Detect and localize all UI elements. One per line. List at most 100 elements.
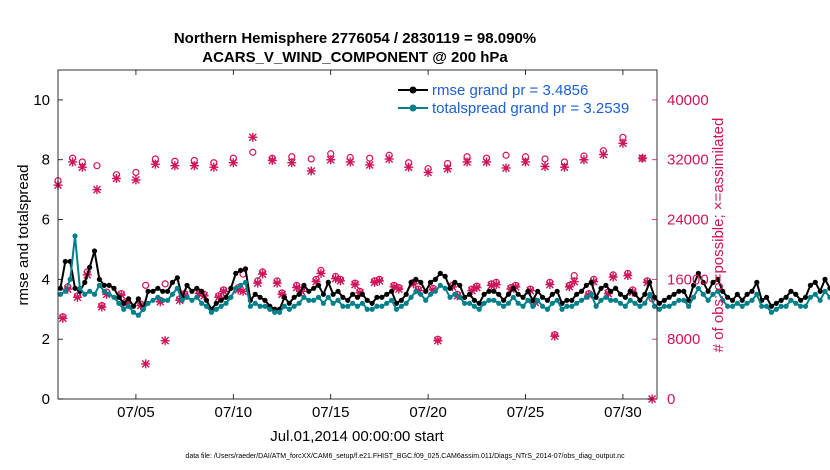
series-point-totalspread [126,303,132,309]
series-point-rmse [388,288,395,294]
right-y-tick-label: 8000 [667,331,700,348]
series-point-rmse [632,291,638,297]
series-point-rmse [413,276,419,282]
series-point-rmse [238,267,244,273]
series-point-totalspread [617,300,624,306]
series-point-rmse [471,297,477,303]
obs-assimilated-marker [365,160,375,170]
series-point-totalspread [608,297,614,303]
obs-assimilated-marker [150,159,160,169]
series-point-rmse [554,288,560,294]
series-point-totalspread [666,303,672,309]
series-point-totalspread [291,303,297,309]
obs-assimilated-marker [131,175,141,185]
series-point-totalspread [725,303,731,309]
series-point-totalspread [194,294,200,300]
series-point-rmse [486,288,492,294]
series-point-totalspread [676,297,682,303]
series-point-totalspread [174,285,180,291]
series-point-rmse [788,288,794,294]
x-tick-label: 07/15 [312,404,350,421]
series-point-totalspread [744,300,750,306]
obs-assimilated-marker [540,161,550,171]
series-point-rmse [301,282,307,288]
series-point-rmse [315,282,322,288]
obs-assimilated-marker [482,157,492,167]
series-point-rmse [647,279,653,285]
series-point-totalspread [739,303,745,309]
obs-assimilated-marker [141,359,151,369]
series-point-totalspread [179,297,185,303]
obs-assimilated-marker [443,164,453,174]
series-point-rmse [213,300,219,306]
series-point-rmse [749,288,755,294]
series-point-rmse [656,300,663,306]
series-point-totalspread [637,303,643,309]
series-point-rmse [783,294,789,300]
series-point-totalspread [350,300,356,306]
series-point-totalspread [315,294,322,300]
series-point-totalspread [150,297,156,303]
obs-assimilated-marker [374,276,384,286]
series-point-totalspread [67,276,73,282]
series-point-rmse [539,294,546,300]
series-point-totalspread [505,300,512,306]
series-point-totalspread [242,279,249,285]
series-point-totalspread [564,303,570,309]
series-point-rmse [778,297,784,303]
series-point-totalspread [189,297,195,303]
series-point-rmse [62,258,68,265]
series-point-totalspread [247,303,253,309]
series-point-totalspread [238,282,244,288]
series-point-rmse [520,294,526,300]
series-point-totalspread [642,300,648,306]
series-point-totalspread [106,291,112,297]
series-point-rmse [296,291,302,297]
series-point-totalspread [262,303,268,309]
data-file-footnote: data file: /Users/raeder/DAI/ATM_forcXX/… [185,453,625,460]
obs-assimilated-marker [394,284,404,294]
series-point-rmse [126,296,132,302]
series-point-rmse [544,297,551,303]
series-point-rmse [802,294,809,300]
series-point-rmse [574,291,580,297]
series-point-rmse [228,285,234,291]
x-tick-label: 07/05 [117,404,155,421]
series-point-rmse [822,276,828,282]
series-point-rmse [286,300,292,306]
series-point-rmse [510,285,516,291]
series-point-totalspread [671,300,677,306]
series-point-totalspread [768,309,775,315]
series-point-totalspread [130,309,137,315]
series-point-totalspread [681,297,687,303]
series-point-rmse [194,285,200,291]
obs-assimilated-marker [170,161,180,171]
obs-assimilated-marker [92,185,102,195]
left-y-tick-label: 8 [42,152,50,169]
obs-assimilated-marker [433,336,443,346]
series-point-totalspread [500,303,507,309]
series-point-totalspread [613,297,619,303]
series-point-totalspread [510,294,516,300]
series-point-rmse [432,276,439,282]
series-point-totalspread [398,303,404,309]
series-point-rmse [281,294,288,300]
obs-assimilated-marker [72,292,82,302]
series-point-rmse [442,273,448,279]
series-point-totalspread [651,303,658,309]
series-point-totalspread [715,288,721,294]
series-point-rmse [359,291,365,297]
obs-assimilated-marker [345,157,355,167]
series-point-totalspread [77,285,83,291]
series-point-totalspread [437,282,443,288]
series-point-totalspread [184,294,190,300]
series-point-rmse [199,288,205,294]
series-point-rmse [690,282,697,288]
obs-assimilated-marker [579,155,589,165]
series-point-totalspread [588,291,594,297]
series-point-rmse [82,279,88,285]
right-y-axis-label: # of obs: o=possible; ×=assimilated [710,118,727,353]
series-point-rmse [598,285,604,291]
legend-totalspread-label: totalspread grand pr = 3.2539 [432,100,629,117]
series-point-rmse [164,288,171,294]
